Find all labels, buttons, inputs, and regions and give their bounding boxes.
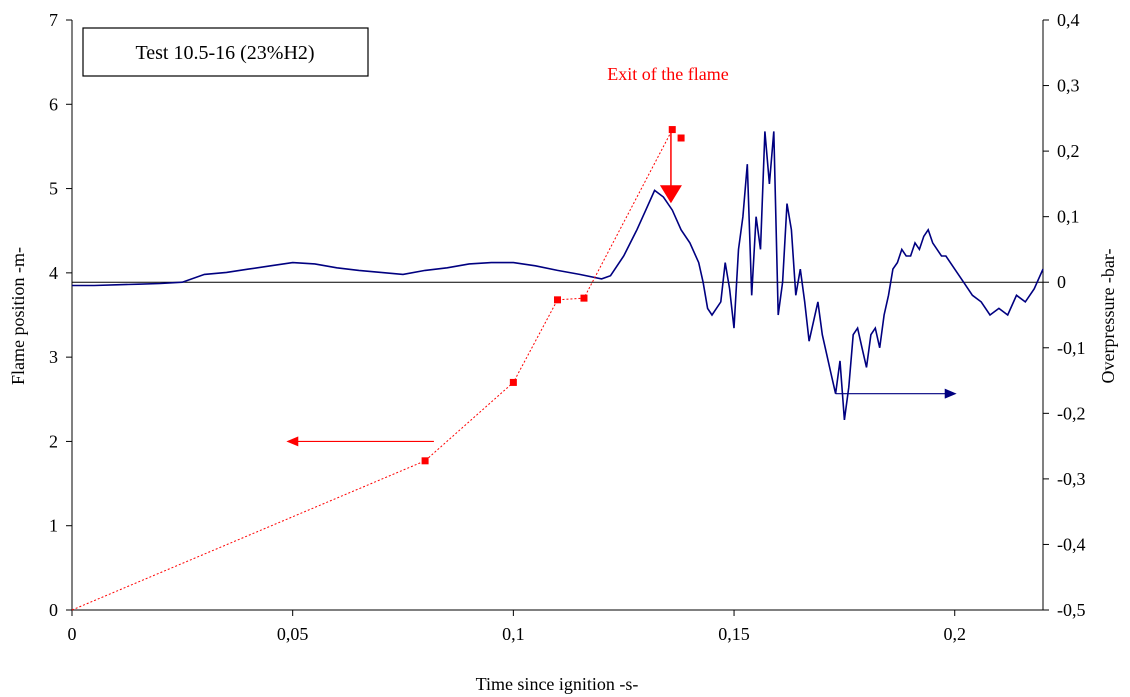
x-axis-title: Time since ignition -s- — [476, 674, 639, 694]
x-tick-label: 0,1 — [502, 624, 525, 644]
y-left-tick-label: 7 — [49, 10, 58, 30]
flame-point — [554, 296, 561, 304]
x-tick-label: 0,15 — [718, 624, 750, 644]
legend-box-text: Test 10.5-16 (23%H2) — [135, 42, 314, 64]
plot-area: 0 0,05 0,1 0,15 0,2 0 1 2 3 4 5 6 7 -0,5 -0,4 -0,3 -0,2 -… — [49, 10, 1086, 644]
y-right-tick-label: 0,4 — [1057, 10, 1080, 30]
overpressure-series-line — [72, 131, 1044, 421]
y-right-tick-label: -0,4 — [1057, 534, 1086, 554]
flame-point — [668, 126, 676, 134]
y-right-tick-label: -0,1 — [1057, 338, 1086, 358]
x-tick-label: 0 — [68, 624, 77, 644]
legend-box: Test 10.5-16 (23%H2) — [82, 27, 369, 77]
flame-trend-line — [71, 129, 673, 611]
y-right-tick-label: 0,2 — [1057, 141, 1080, 161]
y-left-tick-label: 1 — [49, 516, 58, 536]
x-tick-label: 0,2 — [943, 624, 966, 644]
flame-point — [509, 378, 517, 386]
flame-point — [677, 134, 685, 142]
y-left-tick-label: 4 — [49, 263, 58, 283]
y-left-tick-label: 0 — [49, 600, 58, 620]
y-left-tick-label: 2 — [49, 431, 58, 451]
y-left-tick-label: 3 — [49, 347, 58, 367]
y-right-tick-label: -0,5 — [1057, 600, 1086, 620]
y-axis-left-title: Flame position -m- — [8, 247, 28, 385]
flame-point — [580, 294, 588, 302]
y-left-tick-label: 6 — [49, 94, 58, 114]
y-left-tick-label: 5 — [49, 179, 58, 199]
legend-box-frame — [82, 27, 369, 77]
y-right-tick-label: 0 — [1057, 272, 1066, 292]
flame-point — [421, 457, 429, 465]
y-axis-right-title: Overpressure -bar- — [1098, 248, 1118, 383]
y-right-tick-label: -0,2 — [1057, 403, 1086, 423]
y-right-tick-label: 0,1 — [1057, 207, 1080, 227]
x-tick-label: 0,05 — [277, 624, 309, 644]
y-right-tick-label: 0,3 — [1057, 76, 1080, 96]
exit-annotation: Exit of the flame — [607, 64, 728, 84]
y-right-tick-label: -0,3 — [1057, 469, 1086, 489]
